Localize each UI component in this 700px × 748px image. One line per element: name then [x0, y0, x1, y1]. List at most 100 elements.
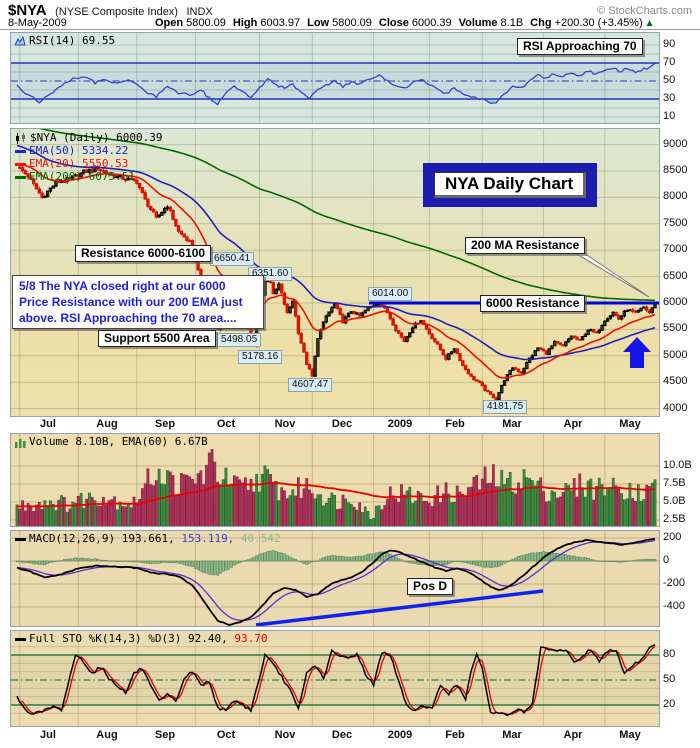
y-axis-label: 7.5B	[663, 477, 686, 489]
close-label: Close	[378, 17, 409, 29]
x-axis-month-label: Jul	[40, 729, 56, 741]
quote-date: 8-May-2009	[8, 17, 67, 29]
x-axis-month-label: Oct	[216, 729, 236, 741]
x-axis-month-label: Sep	[154, 418, 176, 430]
candlestick-icon	[15, 132, 27, 144]
x-axis-month-label: Aug	[96, 418, 118, 430]
stochastics-plot	[11, 631, 659, 726]
price-label: 4181.75	[483, 400, 528, 414]
y-axis-label: 5.0B	[663, 495, 686, 507]
high-label: High	[232, 17, 258, 29]
y-axis-label: 4000	[663, 402, 688, 414]
resistance-range-annotation: Resistance 6000-6100	[75, 245, 212, 262]
y-axis-label: -400	[663, 600, 686, 612]
open-value: 5800.09	[186, 17, 226, 29]
y-axis-label: 4500	[663, 375, 688, 387]
y-axis-label: 0	[663, 554, 670, 566]
ema200-legend: EMA(200) 6075.51	[29, 170, 135, 183]
up-triangle-icon: ▲	[644, 18, 655, 29]
y-axis-label: 200	[663, 531, 682, 543]
low-label: Low	[307, 17, 330, 29]
resistance-6000-annotation: 6000 Resistance	[480, 295, 586, 312]
y-axis-label: 50	[663, 74, 676, 86]
price-legend: $NYA (Daily) 6000.39 EMA(50) 5334.22 EMA…	[15, 131, 162, 183]
x-axis-month-label: Sep	[154, 729, 176, 741]
sto-line-swatch-icon	[15, 637, 26, 641]
y-axis-label: 80	[663, 648, 676, 660]
y-axis-label: 50	[663, 673, 676, 685]
commentary-note: 5/8 The NYA closed right at our 6000 Pri…	[12, 275, 264, 329]
y-axis-label: 70	[663, 56, 676, 68]
y-axis-label: 5000	[663, 349, 688, 361]
y-axis-label: 90	[663, 38, 676, 50]
x-axis-month-label: Dec	[331, 418, 353, 430]
x-axis-months-top: Jul Aug Sep Oct Nov Dec 2009 Feb Mar Apr May	[10, 417, 658, 432]
x-axis-month-label: Dec	[331, 729, 353, 741]
x-axis-month-label: Feb	[445, 729, 465, 741]
x-axis-month-label: 2009	[387, 729, 413, 741]
sto-legend-name: Full STO %K(14,3) %D(3)	[29, 632, 182, 645]
x-axis-month-label: May	[619, 729, 641, 741]
y-axis-label: 20	[663, 698, 676, 710]
x-axis-month-label: Oct	[216, 418, 236, 430]
y-axis-label: 30	[663, 92, 676, 104]
price-label: 4607.47	[288, 378, 333, 392]
x-axis-month-label: Mar	[502, 418, 522, 430]
volume-legend: Volume 8.10B, EMA(60) 6.67B	[15, 435, 208, 448]
price-legend-title: $NYA (Daily) 6000.39	[30, 131, 163, 144]
y-axis-label: 10.0B	[663, 459, 692, 471]
volume-plot	[11, 434, 659, 526]
rsi-legend: RSI(14) 69.55	[15, 34, 115, 47]
ma200-resistance-annotation: 200 MA Resistance	[465, 237, 586, 254]
y-axis-label: 10	[663, 110, 676, 122]
macd-legend: MACD(12,26,9) 193.661, 153.119, 40.542	[15, 532, 281, 545]
ema20-swatch-icon	[15, 162, 26, 166]
quote-row: 8-May-2009 Open 5800.09 High 6003.97 Low 5800.…	[8, 17, 692, 31]
x-axis-month-label: Feb	[445, 418, 465, 430]
open-label: Open	[155, 17, 184, 29]
macd-value-3: 40.542	[240, 532, 281, 545]
change-label: Chg	[530, 17, 552, 29]
stochastics-panel: Full STO %K(14,3) %D(3) 92.40, 93.70	[10, 630, 660, 727]
x-axis-month-label: Nov	[274, 729, 296, 741]
close-value: 6000.39	[411, 17, 452, 29]
rsi-legend-label: RSI(14) 69.55	[29, 34, 116, 47]
rsi-plot	[11, 33, 659, 123]
sto-value-d: 93.70	[234, 632, 268, 645]
stochastics-legend: Full STO %K(14,3) %D(3) 92.40, 93.70	[15, 632, 267, 645]
symbol-description: (NYSE Composite Index)	[55, 6, 178, 18]
y-axis-label: 8000	[663, 190, 688, 202]
x-axis-month-label: Jul	[40, 418, 56, 430]
x-axis-month-label: Mar	[502, 729, 522, 741]
rsi-annotation: RSI Approaching 70	[517, 38, 643, 55]
volume-value: 8.1B	[500, 17, 524, 29]
macd-value-2: 153.119,	[181, 532, 235, 545]
volume-panel: Volume 8.10B, EMA(60) 6.67B	[10, 433, 660, 527]
x-axis-month-label: Apr	[563, 418, 583, 430]
support-annotation: Support 5500 Area	[98, 330, 216, 347]
macd-plot	[11, 531, 659, 626]
x-axis-month-label: Apr	[563, 729, 583, 741]
ema200-swatch-icon	[15, 175, 26, 179]
x-axis-month-label: 2009	[387, 418, 413, 430]
y-axis-label: 8500	[663, 164, 688, 176]
chart-header: $NYA (NYSE Composite Index) INDX © Stock…	[8, 2, 692, 19]
price-label: 6650.41	[210, 252, 255, 266]
y-axis-label: -200	[663, 577, 686, 589]
price-label: 6014.00	[368, 287, 413, 301]
ema50-swatch-icon	[15, 149, 26, 153]
copyright-label: © StockCharts.com	[597, 5, 692, 17]
positive-divergence-annotation: Pos D	[407, 578, 454, 595]
y-axis-label: 6500	[663, 270, 688, 282]
macd-panel: MACD(12,26,9) 193.661, 153.119, 40.542 P…	[10, 530, 660, 627]
x-axis-month-label: May	[619, 418, 641, 430]
ema20-legend: EMA(20) 5550.53	[29, 157, 129, 170]
rsi-panel: RSI(14) 69.55 RSI Approaching 70	[10, 32, 660, 124]
y-axis-label: 7500	[663, 217, 688, 229]
price-label: 5178.16	[238, 350, 283, 364]
y-axis-label: 6000	[663, 296, 688, 308]
macd-legend-name: MACD(12,26,9)	[29, 532, 116, 545]
x-axis-month-label: Aug	[96, 729, 118, 741]
macd-line-swatch-icon	[15, 537, 26, 541]
